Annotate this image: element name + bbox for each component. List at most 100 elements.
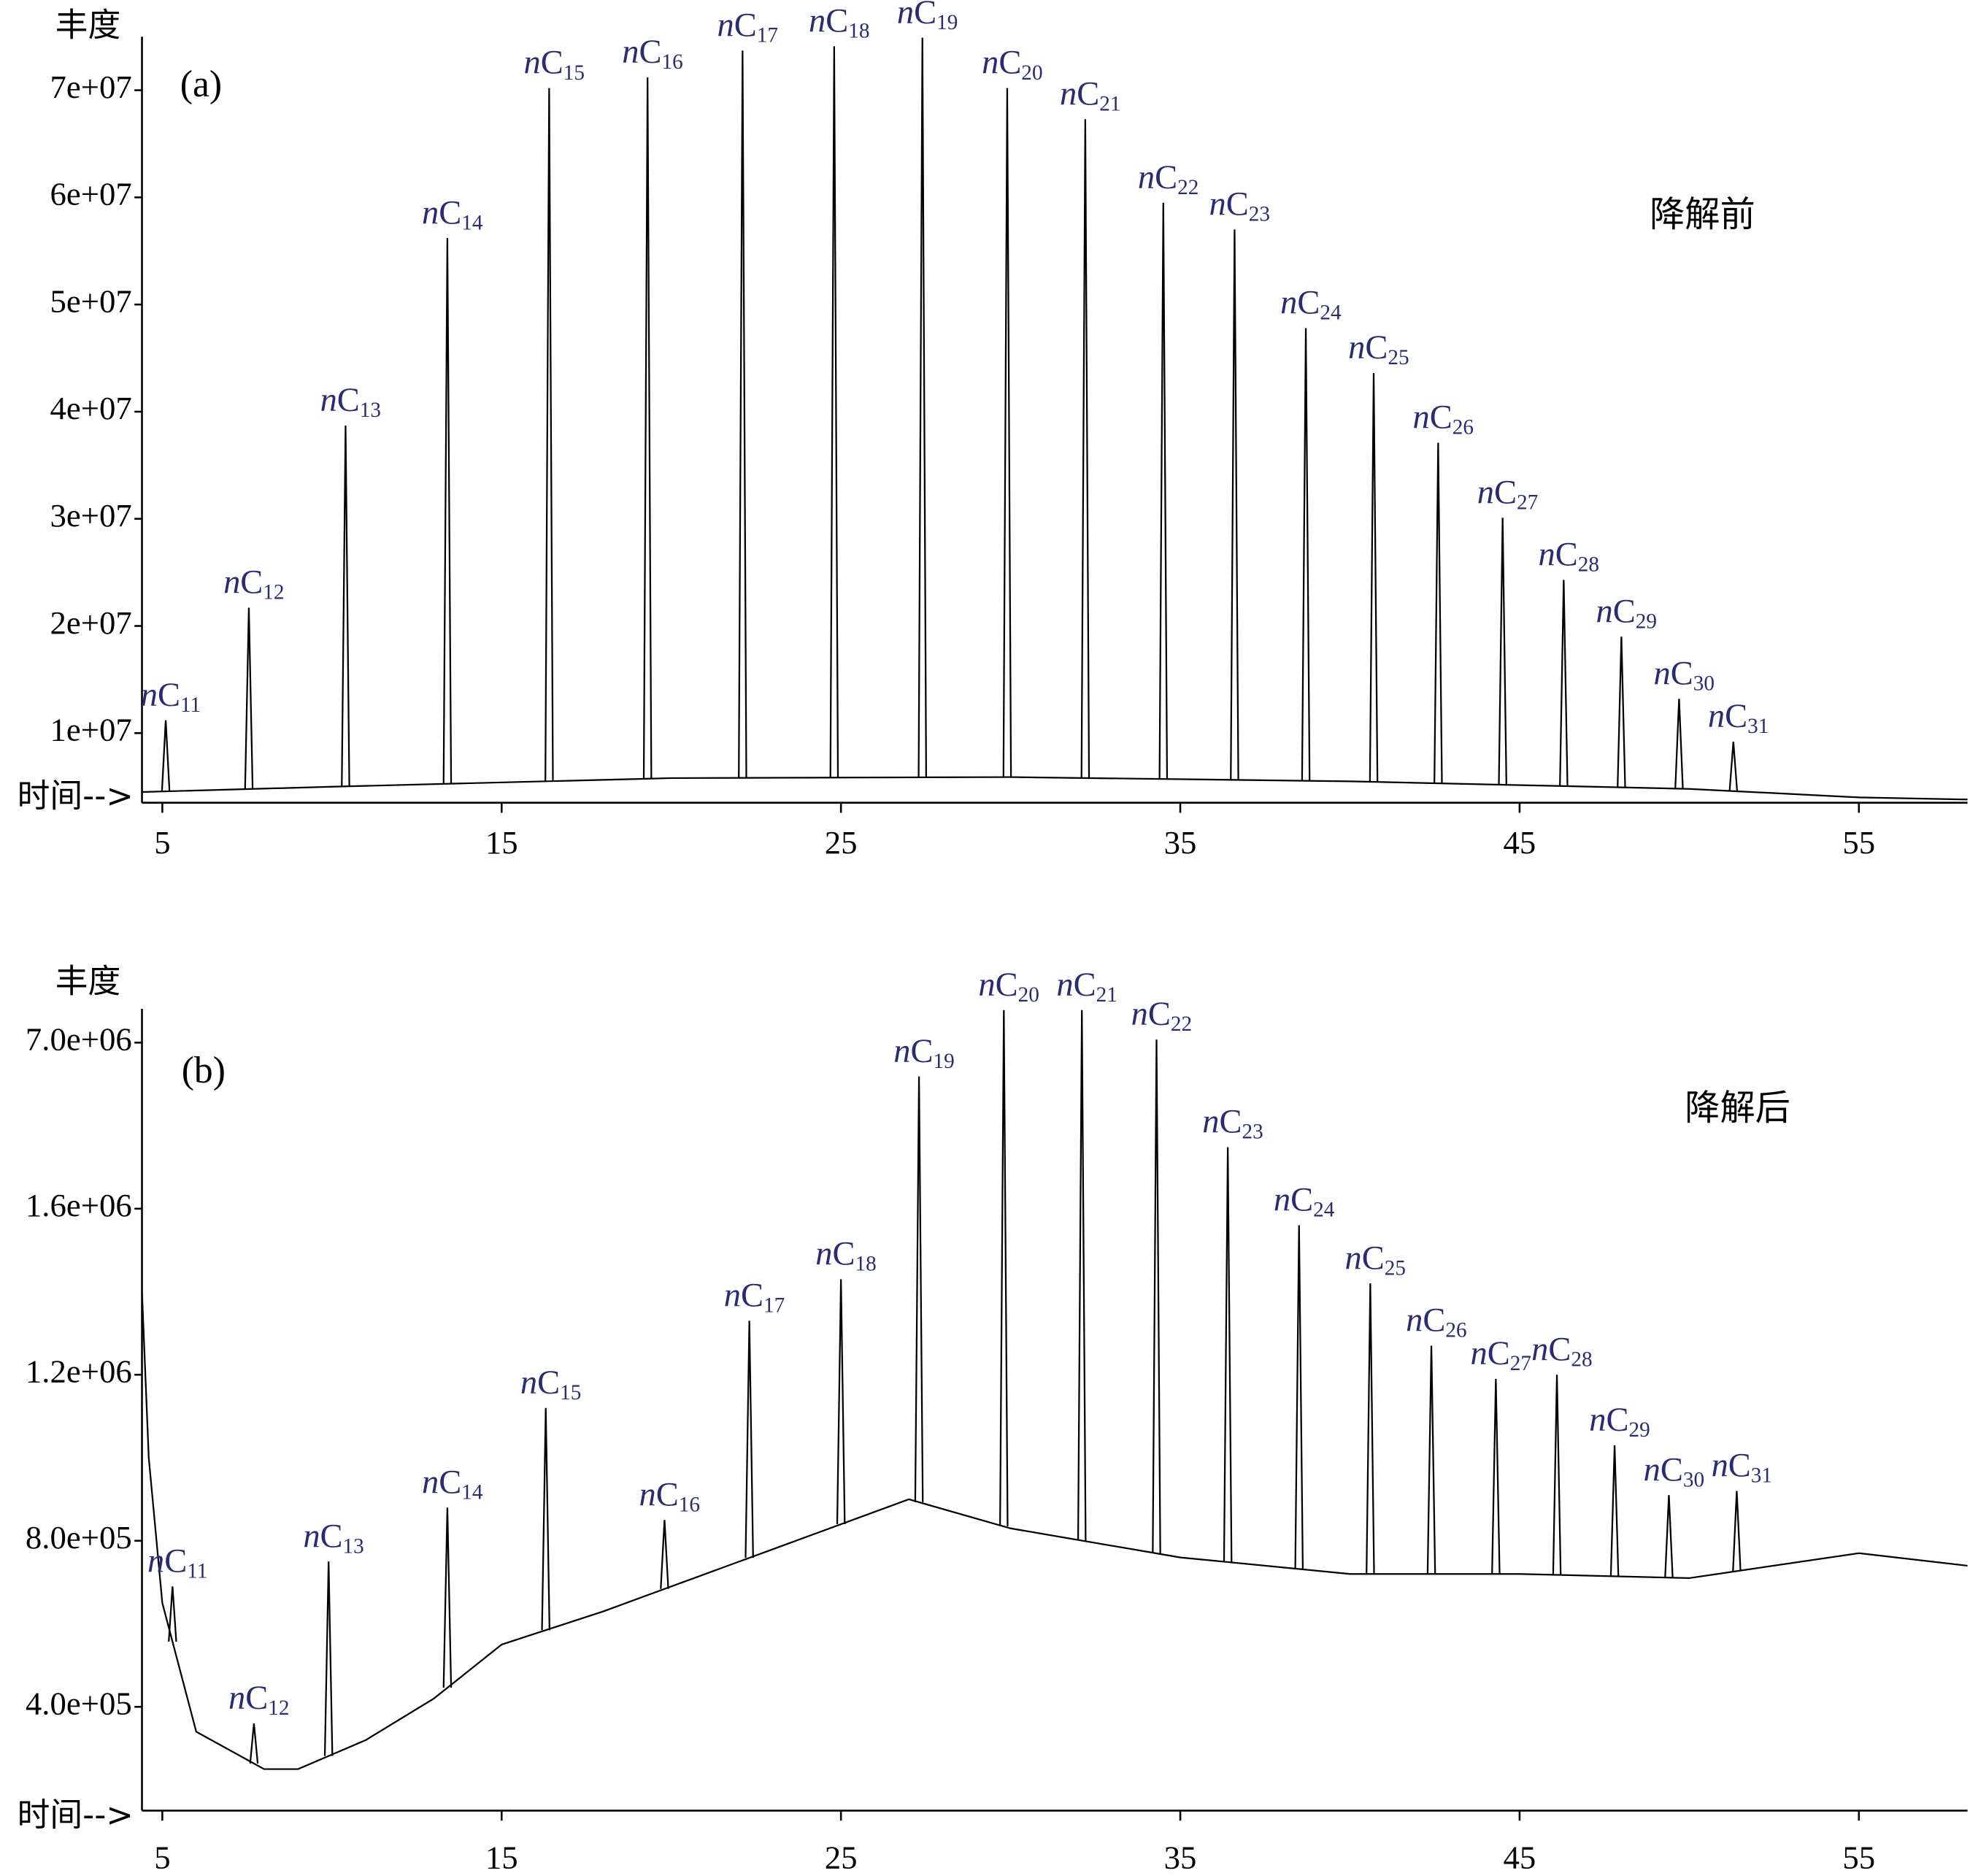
- peak-label: nC27: [1471, 1335, 1531, 1375]
- y-tick-label: 4.0e+05: [26, 1685, 132, 1722]
- peak-label: nC11: [141, 676, 201, 716]
- peak-label: nC14: [422, 194, 483, 234]
- peak: [999, 1010, 1009, 1527]
- x-tick-label: 25: [825, 1840, 858, 1876]
- y-tick-label: 1e+07: [50, 712, 132, 748]
- x-tick-label: 5: [154, 824, 170, 861]
- peak-label: nC17: [724, 1277, 785, 1317]
- peak-label: nC21: [1060, 75, 1120, 115]
- peak-label: nC16: [622, 34, 682, 74]
- peak-label: nC12: [223, 564, 284, 604]
- x-axis-label: 时间-->: [18, 1796, 134, 1834]
- peak-label: nC25: [1345, 1239, 1406, 1280]
- peak: [341, 426, 350, 787]
- peak-label: nC24: [1274, 1181, 1335, 1221]
- peak: [168, 1586, 177, 1642]
- peak-label: nC23: [1209, 185, 1270, 226]
- baseline-trace: [141, 1291, 1968, 1770]
- peak-label: nC20: [982, 44, 1042, 84]
- y-tick-label: 2e+07: [50, 604, 132, 641]
- peak-label: nC25: [1348, 329, 1409, 369]
- x-tick-label: 5: [154, 1840, 170, 1876]
- peak: [917, 37, 928, 777]
- peak-label: nC18: [809, 2, 869, 42]
- peak: [1158, 202, 1169, 780]
- peak: [1609, 1445, 1620, 1577]
- x-tick-label: 15: [485, 824, 518, 861]
- peak-label: nC13: [320, 382, 381, 422]
- peak-label: nC28: [1538, 536, 1598, 576]
- y-tick-label: 5e+07: [50, 282, 132, 319]
- peak: [1559, 580, 1569, 786]
- peak: [1728, 741, 1739, 791]
- peak: [1434, 442, 1443, 784]
- peak: [1301, 328, 1311, 781]
- peak-label: nC14: [422, 1464, 483, 1504]
- peak: [541, 1407, 550, 1631]
- y-tick-label: 8.0e+05: [26, 1519, 132, 1556]
- x-tick-label: 45: [1504, 824, 1536, 861]
- peak-label: nC30: [1644, 1451, 1704, 1491]
- peak: [1294, 1225, 1304, 1569]
- peak: [914, 1076, 924, 1502]
- peak-label: nC26: [1406, 1302, 1466, 1342]
- peak: [1498, 518, 1507, 785]
- peak: [642, 77, 653, 779]
- peak: [1152, 1039, 1161, 1553]
- peak-label: nC24: [1280, 284, 1342, 324]
- x-tick-label: 15: [485, 1840, 518, 1876]
- peak: [244, 607, 254, 789]
- x-axis-label: 时间-->: [18, 777, 134, 815]
- peak-label: nC23: [1202, 1103, 1263, 1143]
- peak-label: nC29: [1589, 1402, 1650, 1442]
- y-tick-label: 3e+07: [50, 497, 132, 534]
- peak-label: nC31: [1708, 698, 1769, 738]
- peak: [1366, 1283, 1375, 1575]
- baseline-trace: [142, 776, 1968, 801]
- y-tick-label: 4e+07: [50, 390, 132, 426]
- panel-label: (b): [182, 1050, 226, 1091]
- peak: [442, 238, 453, 784]
- peak-label: nC13: [303, 1518, 363, 1558]
- peak: [1732, 1491, 1742, 1572]
- peak-label: nC20: [978, 966, 1039, 1006]
- peak: [323, 1561, 334, 1756]
- peak-label: nC15: [524, 44, 585, 84]
- peak-label: nC19: [897, 0, 958, 34]
- x-tick-label: 55: [1842, 824, 1875, 861]
- peak: [1426, 1345, 1436, 1575]
- peak: [836, 1279, 846, 1525]
- peak: [744, 1320, 754, 1558]
- peak: [1077, 1010, 1087, 1541]
- y-tick-label: 1.2e+06: [26, 1353, 132, 1390]
- peak: [1552, 1375, 1562, 1575]
- annotation: 降解前: [1650, 194, 1755, 235]
- peak: [1080, 119, 1090, 778]
- peak: [1674, 699, 1684, 789]
- peak-label: nC18: [815, 1235, 876, 1275]
- y-axis-label: 丰度: [55, 7, 121, 45]
- peak-label: nC21: [1056, 966, 1117, 1006]
- peak-label: nC11: [147, 1542, 207, 1583]
- peak-label: nC27: [1477, 474, 1538, 514]
- peak: [738, 50, 747, 778]
- peak: [1664, 1495, 1674, 1578]
- peak-label: nC22: [1131, 996, 1192, 1036]
- peak: [442, 1507, 453, 1688]
- peak: [545, 88, 554, 782]
- peak: [249, 1723, 259, 1764]
- peak: [829, 46, 839, 778]
- y-tick-label: 1.6e+06: [26, 1187, 132, 1223]
- panel-label: (a): [180, 64, 222, 105]
- peak: [1230, 229, 1239, 780]
- peak-label: nC12: [228, 1680, 289, 1720]
- y-tick-label: 6e+07: [50, 176, 132, 212]
- x-tick-label: 35: [1164, 1840, 1197, 1876]
- peak-label: nC16: [639, 1476, 700, 1516]
- peak: [1617, 637, 1626, 788]
- peak: [1223, 1147, 1233, 1562]
- peak-label: nC19: [893, 1032, 954, 1072]
- peak: [660, 1520, 669, 1589]
- x-tick-label: 35: [1164, 824, 1197, 861]
